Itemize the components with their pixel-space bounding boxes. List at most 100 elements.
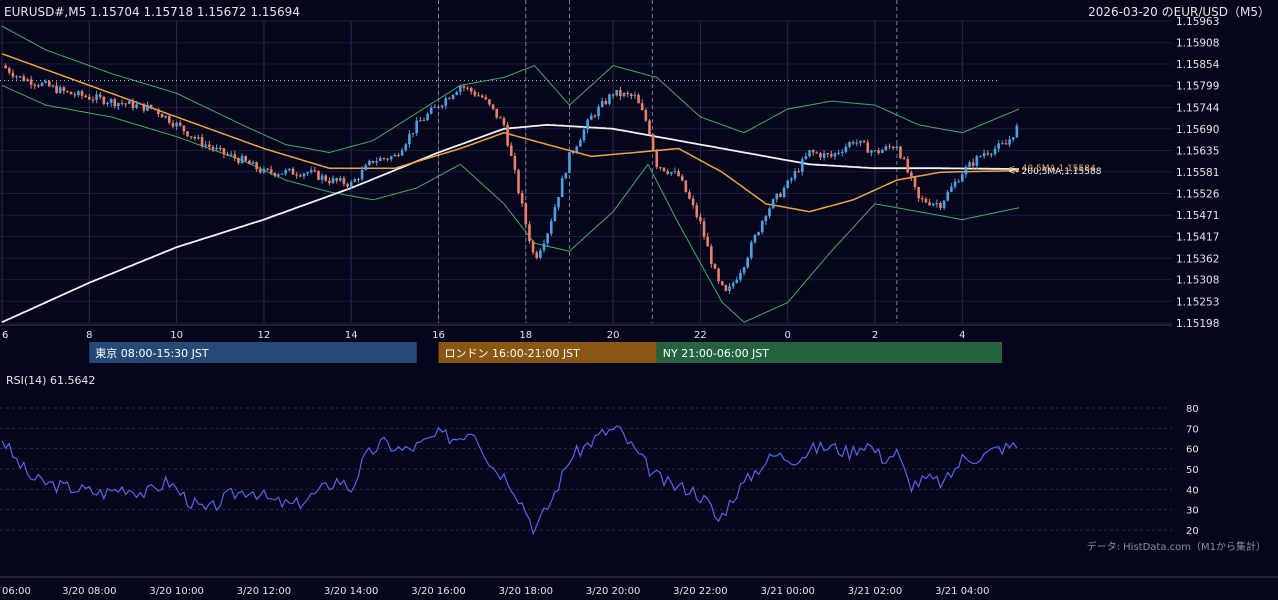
candle [971, 158, 975, 170]
candle [317, 170, 320, 181]
candle [120, 99, 124, 106]
candle-body [691, 198, 695, 206]
candle-body [480, 95, 484, 98]
candle-body [193, 137, 197, 139]
candle [586, 118, 589, 134]
candle-body [426, 113, 429, 120]
candle-body [979, 156, 982, 158]
candle-body [589, 115, 593, 120]
candle-body [51, 85, 55, 87]
candle [535, 250, 539, 260]
session-bar-fill [438, 342, 657, 363]
candle [684, 180, 688, 193]
candle-body [637, 95, 640, 104]
candle-body [608, 94, 611, 104]
candle-body [771, 199, 775, 209]
candle [44, 79, 47, 84]
candle [295, 171, 298, 179]
candle [58, 85, 62, 94]
candle-body [731, 282, 735, 287]
candle-body [189, 136, 193, 138]
candle [735, 276, 739, 284]
candle [764, 215, 768, 225]
rsi-tick-label: 70 [1186, 424, 1199, 435]
candle-body [757, 232, 760, 236]
candle-body [753, 235, 757, 243]
candle [648, 119, 651, 136]
candle [1011, 137, 1015, 142]
session-bar-label: 東京 08:00-15:30 JST [95, 346, 209, 360]
candle [437, 106, 440, 109]
candle-body [451, 95, 455, 99]
candle-body [895, 146, 899, 149]
candle-body [69, 91, 73, 95]
session-bar-fill [89, 342, 417, 363]
candle-body [1015, 125, 1019, 138]
candle [604, 98, 608, 106]
candle-body [233, 154, 237, 159]
candle-body [764, 215, 768, 222]
candle [102, 95, 106, 106]
candle [131, 98, 135, 111]
candle-body [149, 104, 153, 109]
candle-body [913, 177, 917, 188]
candle [47, 79, 51, 87]
candle-body [62, 87, 66, 92]
rsi-tick-label: 80 [1186, 404, 1199, 415]
candle [397, 153, 400, 158]
candle-body [931, 203, 935, 206]
candle [302, 172, 306, 180]
candle-body [429, 107, 433, 114]
candle [659, 166, 662, 171]
candle-body [564, 173, 568, 179]
candle [193, 135, 197, 141]
candle-body [982, 153, 986, 157]
candle-body [648, 120, 651, 135]
candle [608, 93, 611, 106]
candle [448, 96, 451, 100]
candle-body [1004, 143, 1008, 145]
candle-body [713, 264, 717, 269]
candle-body [626, 92, 629, 95]
time-tick-label: 3/20 08:00 [62, 586, 116, 597]
candle-body [640, 103, 644, 111]
session-bar-label: NY 21:00-06:00 JST [663, 347, 770, 360]
candle [7, 66, 11, 75]
candle [488, 98, 491, 107]
candle [342, 175, 346, 187]
candle-body [77, 91, 80, 96]
price-tick-label: 1.15908 [1176, 38, 1219, 50]
candle-body [902, 157, 906, 159]
candle [826, 152, 830, 158]
ma200-line [1, 123, 1019, 324]
candle [957, 179, 960, 183]
candle-body [502, 118, 506, 125]
candle-body [262, 168, 266, 173]
price-tick-label: 1.15744 [1176, 102, 1220, 114]
candle-body [568, 152, 571, 174]
candle-body [484, 97, 488, 100]
candle [211, 144, 215, 153]
candle-body [899, 146, 902, 158]
candle-body [80, 91, 84, 96]
candle-body [95, 94, 98, 100]
time-tick-label: 3/20 10:00 [149, 586, 203, 597]
candle-body [968, 162, 971, 167]
candle [524, 202, 528, 228]
candle-body [491, 104, 495, 109]
candle-body [153, 108, 157, 110]
price-tick-label: 1.15362 [1176, 253, 1219, 265]
candle [466, 86, 469, 91]
candle-body [422, 119, 426, 121]
candle [349, 179, 353, 189]
candle [55, 81, 58, 94]
candle-body [313, 170, 317, 172]
candle-body [684, 180, 688, 193]
candle-body [284, 170, 288, 174]
candle [557, 197, 560, 211]
candle [528, 221, 531, 244]
candle [611, 93, 615, 100]
candle [280, 173, 284, 175]
candle-body [549, 221, 553, 234]
